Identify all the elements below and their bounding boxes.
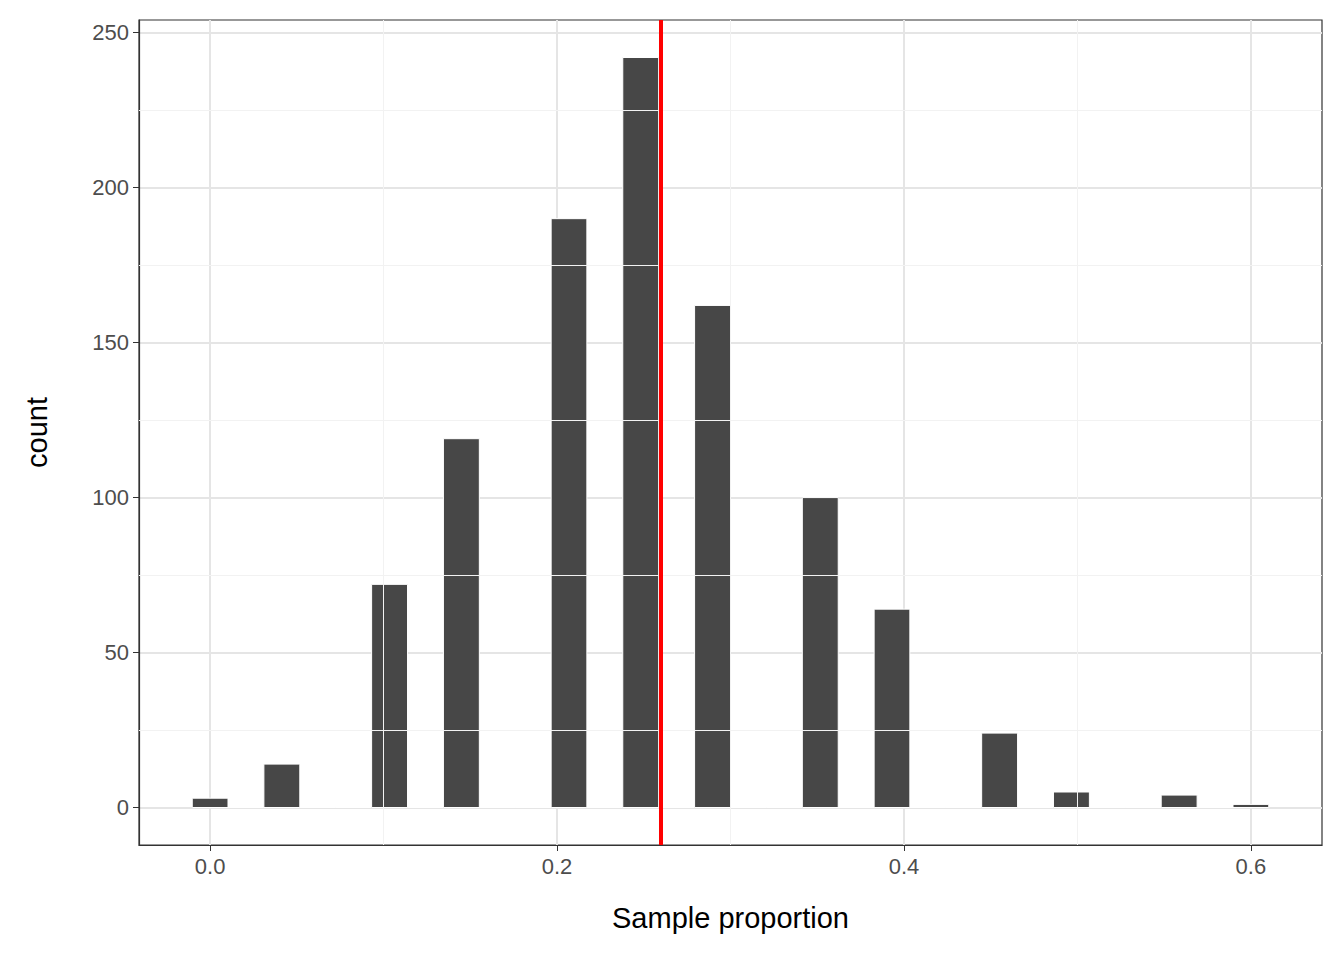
svg-text:0: 0 <box>117 795 129 820</box>
svg-text:0.4: 0.4 <box>889 854 920 879</box>
svg-text:150: 150 <box>92 330 129 355</box>
svg-text:count: count <box>21 397 53 468</box>
svg-text:200: 200 <box>92 175 129 200</box>
svg-text:0.0: 0.0 <box>195 854 226 879</box>
svg-text:0.6: 0.6 <box>1236 854 1267 879</box>
svg-text:Sample proportion: Sample proportion <box>612 902 849 934</box>
svg-text:100: 100 <box>92 485 129 510</box>
svg-text:50: 50 <box>105 640 129 665</box>
svg-text:0.2: 0.2 <box>542 854 573 879</box>
svg-text:250: 250 <box>92 20 129 45</box>
